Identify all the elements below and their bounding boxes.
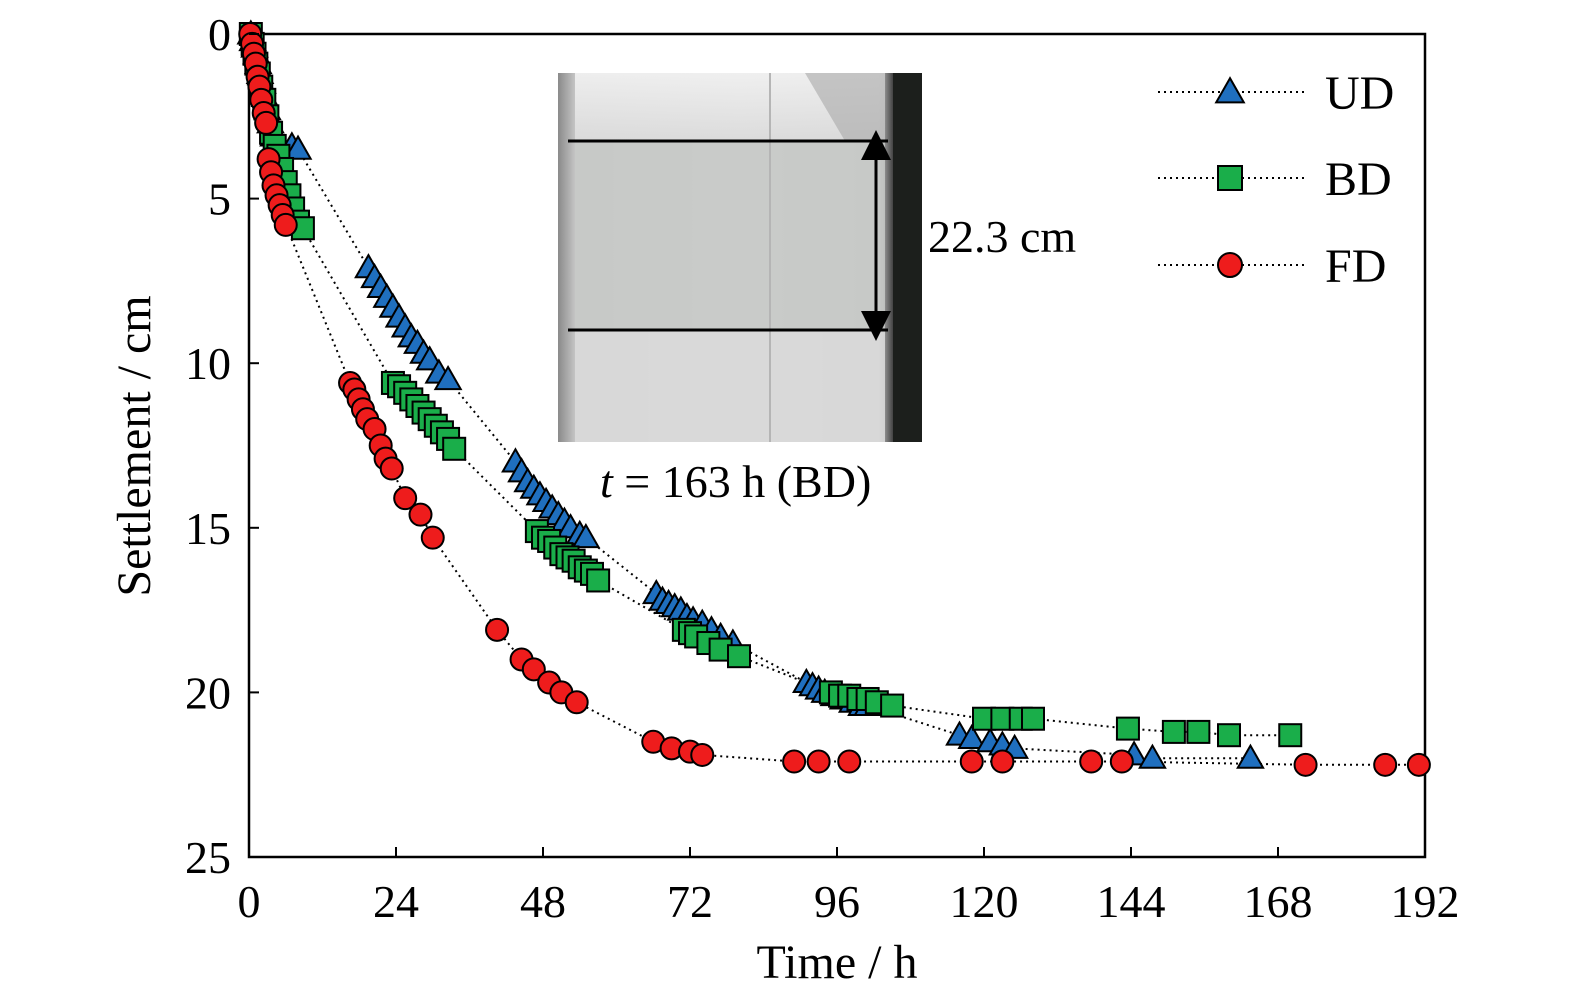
data-point-fd bbox=[1373, 752, 1398, 777]
inset-photo bbox=[558, 73, 922, 442]
data-point-bd bbox=[586, 568, 611, 593]
data-point-fd bbox=[273, 212, 298, 237]
data-point-bd bbox=[1115, 716, 1140, 741]
data-point-ud bbox=[1236, 743, 1265, 769]
inset-dimension-label: 22.3 cm bbox=[928, 211, 1076, 262]
y-tick-label: 5 bbox=[208, 174, 231, 225]
data-point-ud bbox=[283, 134, 313, 160]
data-point-fd bbox=[990, 749, 1015, 774]
y-axis: 0 5 10 15 20 25 bbox=[185, 9, 259, 883]
x-axis: 0 24 48 72 96 120 144 168 192 bbox=[238, 847, 1460, 927]
data-point-fd bbox=[254, 110, 279, 135]
data-point-fd bbox=[806, 749, 831, 774]
data-point-bd bbox=[727, 644, 751, 669]
series-markers bbox=[236, 19, 1431, 777]
x-tick-label: 120 bbox=[950, 876, 1019, 927]
legend-label-ud: UD bbox=[1325, 67, 1394, 120]
data-point-bd bbox=[1217, 723, 1241, 748]
legend-marker-ud bbox=[1214, 76, 1246, 104]
inset-caption: t = 163 h (BD) bbox=[600, 456, 871, 507]
y-axis-label: Settlement / cm bbox=[108, 295, 161, 596]
x-axis-label: Time / h bbox=[757, 936, 918, 989]
data-point-fd bbox=[1109, 749, 1134, 774]
data-point-fd bbox=[408, 502, 433, 527]
legend: UD BD FD bbox=[1158, 67, 1394, 293]
y-tick-label: 20 bbox=[185, 667, 231, 718]
data-point-ud bbox=[433, 364, 463, 391]
data-point-bd bbox=[880, 693, 905, 718]
data-point-fd bbox=[379, 456, 404, 481]
x-tick-label: 24 bbox=[373, 876, 419, 927]
data-point-bd bbox=[1278, 723, 1303, 748]
legend-marker-fd bbox=[1217, 252, 1243, 278]
data-point-fd bbox=[564, 690, 589, 715]
data-point-bd bbox=[1161, 719, 1186, 744]
inset-caption-rest: = 163 h (BD) bbox=[613, 456, 871, 507]
data-point-fd bbox=[782, 749, 807, 774]
data-point-ud bbox=[1138, 743, 1167, 769]
data-point-fd bbox=[485, 617, 510, 642]
data-point-fd bbox=[1079, 749, 1104, 774]
data-point-fd bbox=[837, 749, 862, 774]
x-tick-label: 72 bbox=[667, 876, 713, 927]
y-tick-label: 15 bbox=[185, 503, 231, 554]
inset-caption-italic: t bbox=[600, 456, 614, 507]
legend-label-fd: FD bbox=[1325, 240, 1386, 293]
data-point-ud bbox=[957, 723, 987, 749]
data-point-bd bbox=[442, 436, 467, 461]
legend-marker-bd bbox=[1217, 165, 1243, 191]
data-point-fd bbox=[959, 749, 984, 774]
inset-photo-dark-edge bbox=[893, 73, 922, 442]
inset-photo-bottom-region bbox=[575, 331, 885, 442]
y-tick-label: 10 bbox=[185, 338, 231, 389]
x-tick-label: 144 bbox=[1097, 876, 1166, 927]
inset-photo-settled-region bbox=[575, 141, 885, 331]
data-point-ud bbox=[571, 523, 601, 549]
y-tick-label: 25 bbox=[185, 832, 231, 883]
data-point-fd bbox=[1293, 752, 1318, 777]
x-tick-label: 168 bbox=[1244, 876, 1313, 927]
data-point-fd bbox=[521, 657, 546, 682]
data-point-fd bbox=[393, 486, 418, 511]
x-tick-label: 192 bbox=[1391, 876, 1460, 927]
legend-label-bd: BD bbox=[1325, 153, 1392, 206]
x-tick-label: 48 bbox=[520, 876, 566, 927]
x-tick-label: 96 bbox=[814, 876, 860, 927]
x-tick-label: 0 bbox=[238, 876, 261, 927]
data-point-bd bbox=[1021, 706, 1045, 731]
y-tick-label: 0 bbox=[208, 9, 231, 60]
data-point-fd bbox=[1406, 752, 1431, 777]
series-bd-points bbox=[238, 22, 1303, 748]
data-point-bd bbox=[1186, 719, 1211, 744]
data-point-fd bbox=[690, 742, 715, 767]
data-point-fd bbox=[420, 525, 445, 550]
series-fd-points bbox=[238, 22, 1431, 777]
inset-photo-shadow bbox=[805, 73, 885, 141]
